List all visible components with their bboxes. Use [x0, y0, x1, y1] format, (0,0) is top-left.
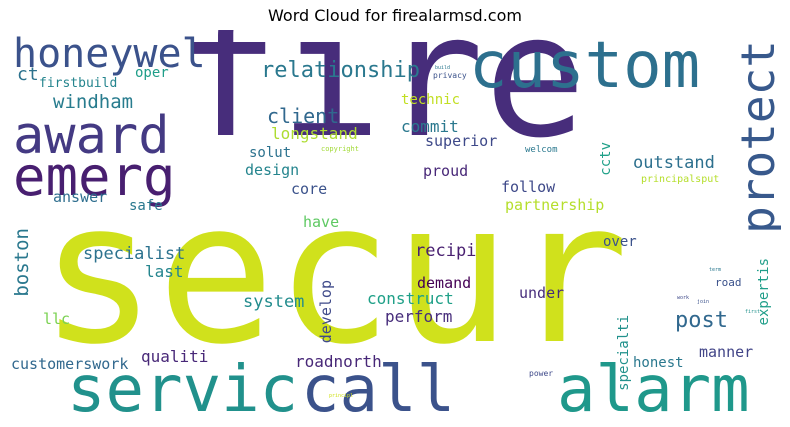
- word-post: post: [675, 308, 728, 333]
- word-call: call: [301, 353, 456, 417]
- word-honest: honest: [633, 355, 684, 371]
- word-windham: windham: [53, 91, 134, 113]
- word-roadnorth: roadnorth: [295, 352, 382, 371]
- word-design: design: [245, 161, 300, 179]
- word-specialti: specialti: [616, 315, 632, 391]
- word-perform: perform: [385, 307, 453, 326]
- word-have: have: [303, 213, 340, 231]
- word-specialist: specialist: [83, 244, 186, 264]
- word-proud: proud: [423, 162, 469, 180]
- word-award: award: [13, 106, 170, 166]
- word-honeywel: honeywel: [13, 31, 206, 77]
- word-technic: technic: [401, 92, 461, 108]
- chart-title: Word Cloud for firealarmsd.com: [268, 6, 522, 25]
- word-longstand: longstand: [271, 124, 358, 143]
- word-power: power: [529, 369, 554, 378]
- word-demand: demand: [417, 274, 472, 292]
- word-secur: secur: [39, 160, 630, 388]
- word-custom: custom: [469, 30, 701, 103]
- word-privacy: privacy: [433, 71, 467, 80]
- word-principl: principl: [329, 393, 354, 399]
- word-oper: oper: [135, 65, 169, 81]
- word-superior: superior: [425, 132, 498, 150]
- word-customerswork: customerswork: [11, 355, 129, 373]
- word-copyright: copyright: [321, 145, 359, 153]
- word-servic: servic: [67, 353, 299, 417]
- word-solut: solut: [249, 145, 292, 161]
- word-safe: safe: [129, 198, 163, 214]
- word-emerg: emerg: [13, 145, 176, 208]
- word-under: under: [519, 284, 565, 302]
- word-expertis: expertis: [756, 258, 772, 326]
- word-alarm: alarm: [557, 353, 750, 417]
- word-principalsput: principalsput: [641, 174, 720, 185]
- word-follow: follow: [501, 178, 556, 196]
- word-ct: ct: [17, 64, 39, 85]
- word-core: core: [291, 180, 328, 198]
- word-answer: answer: [53, 188, 108, 206]
- word-protect: protect: [731, 40, 781, 234]
- word-over: over: [603, 234, 637, 250]
- word-recipi: recipi: [415, 241, 477, 261]
- word-qualiti: qualiti: [141, 347, 209, 366]
- word-cctv: cctv: [598, 142, 614, 176]
- word-welcom: welcom: [525, 145, 558, 155]
- word-construct: construct: [367, 289, 454, 308]
- word-last: last: [145, 262, 184, 281]
- word-partnership: partnership: [505, 196, 605, 214]
- word-llc: llc: [43, 310, 71, 328]
- word-first: first: [745, 309, 761, 315]
- word-commit: commit: [401, 117, 459, 136]
- word-manner: manner: [699, 343, 754, 361]
- word-firstbuild: firstbuild: [39, 76, 118, 91]
- word-cloud: fire secur custom servic call alarm honeywel aw…: [9, 30, 781, 417]
- word-boston: boston: [11, 228, 33, 297]
- word-relationship: relationship: [261, 58, 420, 83]
- word-fire: fire: [177, 30, 587, 176]
- word-system: system: [243, 292, 305, 312]
- word-develop: develop: [317, 280, 335, 344]
- word-term: term: [709, 267, 722, 273]
- word-road: road: [715, 276, 742, 289]
- word-work: work: [677, 295, 690, 301]
- word-join: join: [697, 299, 710, 305]
- word-client: client: [267, 104, 340, 128]
- word-build: build: [435, 65, 451, 71]
- word-outstand: outstand: [633, 153, 715, 173]
